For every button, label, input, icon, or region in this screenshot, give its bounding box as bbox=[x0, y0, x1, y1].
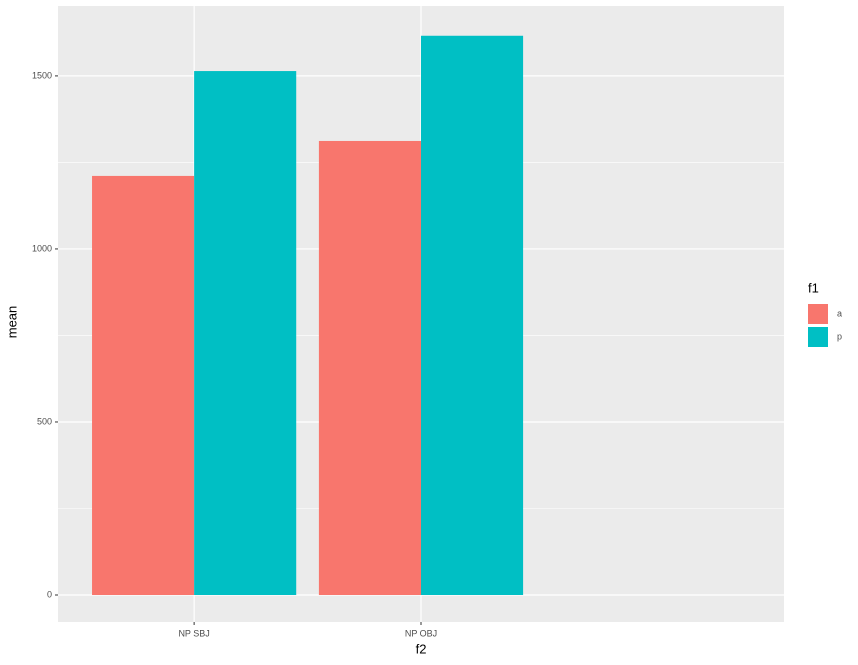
legend-key bbox=[808, 327, 828, 347]
legend-label: a bbox=[837, 308, 842, 318]
y-tick-label: 0 bbox=[47, 589, 52, 599]
legend-label: p bbox=[837, 331, 842, 341]
bar bbox=[194, 71, 297, 596]
bar bbox=[421, 35, 524, 596]
bar bbox=[318, 140, 421, 596]
y-axis-title: mean bbox=[4, 306, 19, 339]
bar bbox=[92, 175, 195, 596]
y-tick-label: 500 bbox=[37, 416, 52, 426]
y-tick-label: 1000 bbox=[32, 243, 52, 253]
x-axis-title: f2 bbox=[416, 641, 427, 656]
legend-title: f1 bbox=[808, 280, 819, 295]
legend-key bbox=[808, 304, 828, 324]
x-tick-label: NP OBJ bbox=[405, 628, 437, 638]
x-tick-label: NP SBJ bbox=[178, 628, 209, 638]
y-tick-label: 1500 bbox=[32, 70, 52, 80]
